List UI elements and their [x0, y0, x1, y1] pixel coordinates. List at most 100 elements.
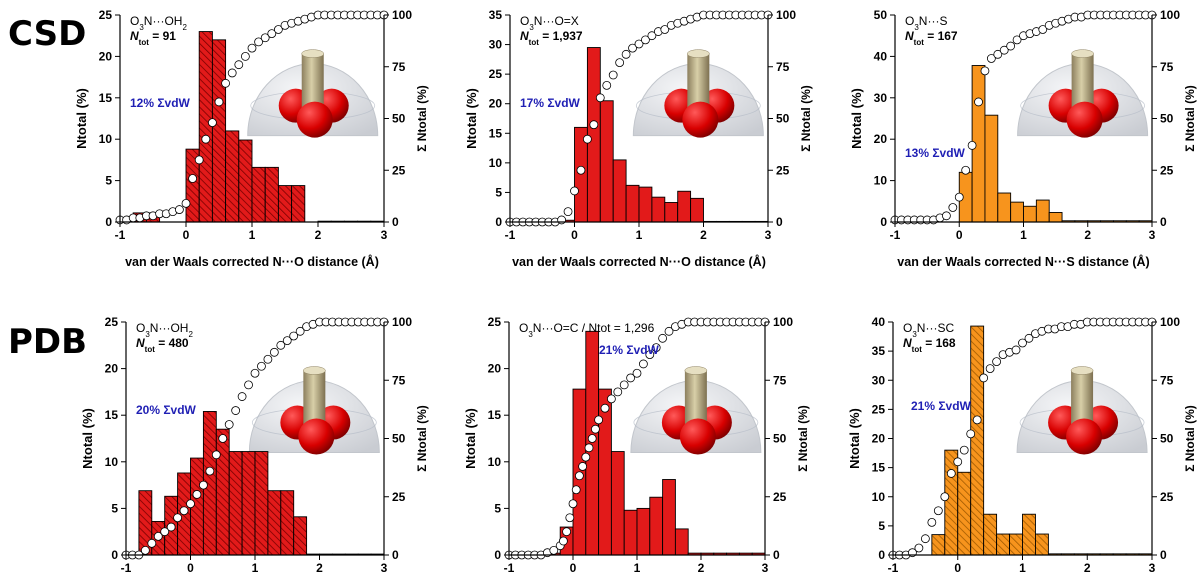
- cumulative-point: [645, 350, 655, 360]
- cumulative-point: [194, 155, 204, 165]
- histogram-bar: [598, 388, 612, 556]
- cumulative-point: [188, 174, 198, 183]
- histogram-bar: [277, 185, 293, 223]
- y-tick-label: 50: [874, 8, 888, 22]
- y-axis-label-left: Ntotal (%): [80, 408, 95, 469]
- histogram-bar: [664, 202, 679, 223]
- x-tick-label: 1: [1020, 228, 1027, 242]
- y-tick-label: 10: [874, 174, 888, 188]
- histogram-bar: [599, 100, 614, 223]
- cumulative-point: [647, 31, 657, 41]
- y-tick-label: 25: [488, 315, 502, 329]
- x-axis-label: van der Waals corrected N···S distance (…: [897, 254, 1149, 269]
- y-tick-label: 0: [111, 548, 118, 562]
- y2-tick-label: 100: [1160, 8, 1180, 22]
- x-tick-label: 3: [762, 561, 769, 575]
- x-tick-label: 1: [1019, 561, 1026, 575]
- cumulative-point: [269, 347, 279, 357]
- y-tick-label: 0: [494, 548, 501, 562]
- contact-title: O3N···OH2: [130, 14, 187, 32]
- row-label-csd: CSD: [8, 14, 87, 54]
- oxygen-sphere: [296, 101, 333, 138]
- cumulative-point: [591, 424, 600, 434]
- molecule-inset-image: [1016, 366, 1148, 455]
- cumulative-point: [607, 394, 616, 404]
- cumulative-point: [660, 25, 670, 34]
- histogram-bar: [957, 471, 972, 556]
- molecule-inset-image: [248, 366, 380, 455]
- cumulative-point: [933, 506, 943, 516]
- y2-tick-label: 75: [392, 373, 406, 387]
- chart-panel: -1012305101520253035400255075100van der …: [847, 315, 1197, 575]
- cumulative-point: [214, 97, 224, 107]
- cumulative-point: [179, 506, 189, 516]
- cumulative-point: [166, 522, 176, 532]
- y-tick-label: 10: [99, 132, 113, 146]
- x-tick-label: 0: [183, 228, 190, 242]
- x-tick-label: 0: [570, 561, 577, 575]
- cumulative-point: [559, 536, 568, 546]
- y-axis-label-left: Ntotal (%): [463, 408, 478, 469]
- cumulative-point: [634, 39, 644, 49]
- y2-tick-label: 25: [392, 163, 406, 177]
- y-tick-label: 20: [489, 97, 503, 111]
- y2-tick-label: 0: [1160, 215, 1167, 229]
- cumulative-point: [240, 52, 250, 61]
- x-axis-label: van der Waals corrected N···O distance (…: [512, 254, 766, 269]
- cumulative-point: [600, 403, 610, 413]
- x-tick-label: 1: [252, 561, 259, 575]
- histogram-bar: [1035, 199, 1050, 223]
- cumulative-point: [282, 336, 292, 346]
- histogram-bar: [291, 185, 306, 223]
- y2-tick-label: 75: [776, 60, 790, 74]
- histogram-bar: [1010, 201, 1024, 223]
- histogram-bar: [238, 139, 253, 223]
- contact-title: O3N···OH2: [136, 321, 193, 339]
- nitrogen-cylinder: [303, 370, 326, 425]
- cumulative-point: [999, 45, 1009, 55]
- y-tick-label: 30: [872, 373, 886, 387]
- ntot-label: Ntot = 167: [905, 29, 958, 47]
- x-tick-label: 1: [634, 561, 641, 575]
- histogram-bar: [625, 184, 640, 223]
- y-tick-label: 20: [874, 132, 888, 146]
- y-tick-label: 0: [495, 215, 502, 229]
- y-tick-label: 10: [489, 156, 503, 170]
- cumulative-point: [140, 545, 150, 555]
- x-tick-label: -1: [115, 228, 126, 242]
- cumulative-point: [587, 434, 597, 443]
- histogram-bar: [690, 197, 704, 223]
- y2-tick-label: 50: [776, 112, 790, 126]
- cumulative-point: [993, 49, 1003, 59]
- oxygen-sphere: [679, 418, 716, 455]
- y2-tick-label: 100: [392, 315, 412, 329]
- histogram-bar: [638, 186, 653, 223]
- cumulative-point: [231, 406, 241, 415]
- cumulative-point: [237, 392, 247, 401]
- cumulative-point: [664, 326, 674, 336]
- cumulative-point: [584, 443, 594, 453]
- y2-tick-label: 50: [773, 432, 787, 446]
- histogram-bar: [280, 490, 295, 556]
- cumulative-point: [1018, 338, 1027, 348]
- cumulative-point: [1011, 345, 1021, 355]
- nitrogen-cylinder: [1071, 53, 1094, 108]
- cumulative-point: [205, 466, 215, 476]
- vdw-percentage-label: 21% ΣvdW: [599, 343, 660, 357]
- cumulative-point: [1024, 333, 1034, 343]
- nitrogen-cylinder: [684, 370, 707, 425]
- cumulative-point: [562, 527, 571, 537]
- x-tick-label: -1: [890, 228, 901, 242]
- y-tick-label: 20: [872, 432, 886, 446]
- y-tick-label: 15: [99, 91, 113, 105]
- x-tick-label: 3: [381, 561, 388, 575]
- histogram-bar: [241, 451, 256, 556]
- histogram-bar: [215, 428, 230, 556]
- cumulative-point: [626, 373, 635, 383]
- histogram-bar: [662, 479, 676, 556]
- ntot-label: Ntot = 91: [130, 29, 176, 47]
- cumulative-point: [621, 49, 631, 59]
- x-tick-label: 2: [700, 228, 707, 242]
- cumulative-point: [948, 203, 958, 212]
